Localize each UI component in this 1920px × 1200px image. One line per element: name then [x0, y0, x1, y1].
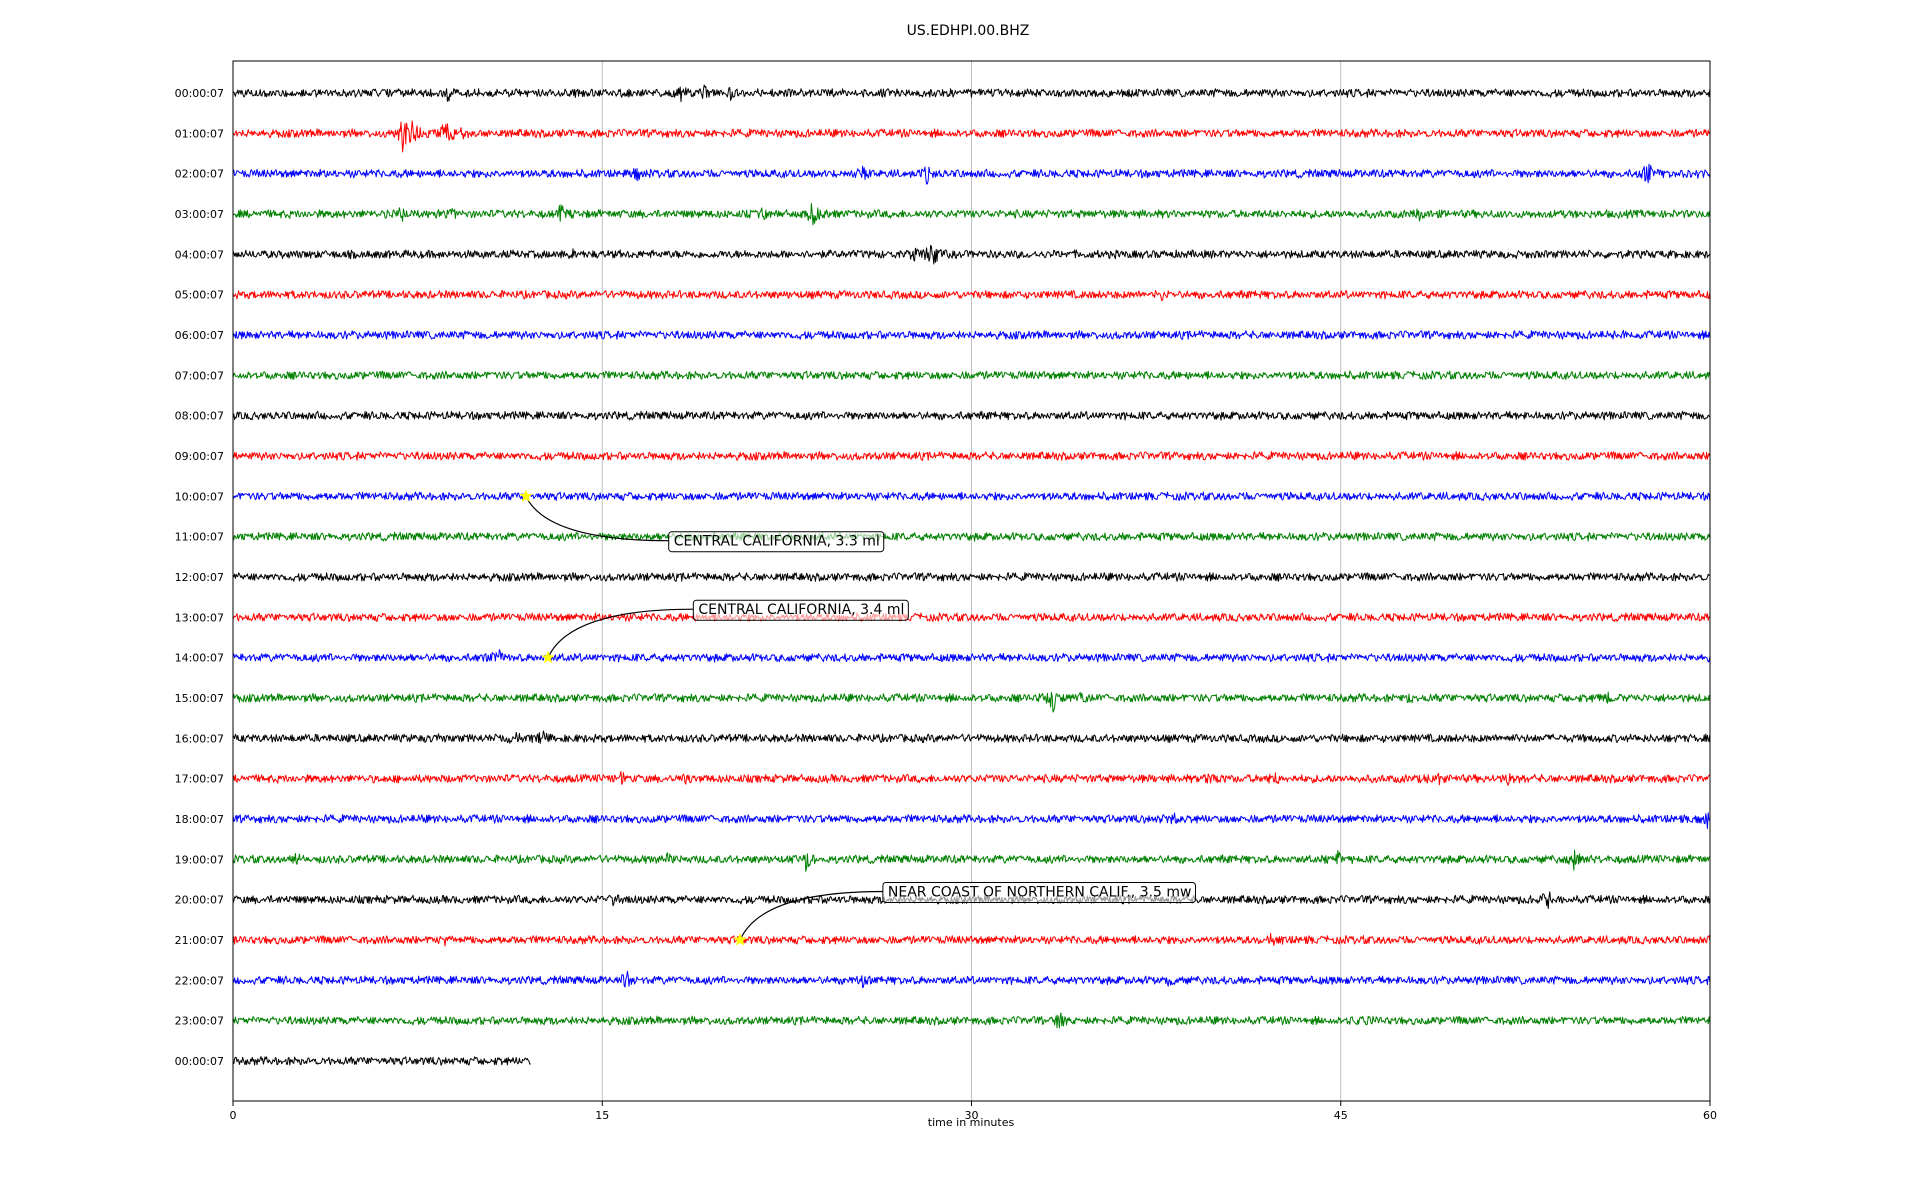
event-annotation: CENTRAL CALIFORNIA, 3.4 ml — [541, 599, 909, 664]
trace-row — [232, 812, 1711, 829]
row-label: 14:00:07 — [175, 652, 224, 665]
row-label: 02:00:07 — [175, 168, 224, 181]
x-tick-label: 30 — [965, 1109, 979, 1122]
event-star-marker — [733, 932, 747, 946]
event-label: CENTRAL CALIFORNIA, 3.4 ml — [698, 602, 904, 618]
event-label-box — [668, 531, 885, 553]
row-label: 18:00:07 — [175, 813, 224, 826]
row-label: 01:00:07 — [175, 127, 224, 140]
row-label: 04:00:07 — [175, 248, 224, 261]
trace-row — [232, 1056, 531, 1066]
event-connector — [547, 608, 694, 658]
event-label: NEAR COAST OF NORTHERN CALIF., 3.5 mw — [888, 885, 1192, 901]
event-annotation: NEAR COAST OF NORTHERN CALIF., 3.5 mw — [733, 882, 1196, 946]
trace-row — [232, 531, 1711, 542]
row-label: 17:00:07 — [175, 773, 224, 786]
trace-row — [232, 849, 1710, 872]
trace-row — [232, 451, 1711, 461]
row-label: 21:00:07 — [175, 934, 224, 947]
row-label: 23:00:07 — [175, 1015, 224, 1028]
x-tick-label: 15 — [595, 1109, 609, 1122]
trace-row — [232, 203, 1711, 226]
trace-row — [232, 730, 1711, 744]
event-annotations: CENTRAL CALIFORNIA, 3.3 ml CENTRAL CALIFO… — [519, 489, 1196, 946]
chart-title: US.EDHPI.00.BHZ — [907, 23, 1030, 39]
row-label: 00:00:07 — [175, 1055, 224, 1068]
row-label: 06:00:07 — [175, 329, 224, 342]
trace-row — [232, 649, 1711, 663]
event-connector — [739, 890, 883, 941]
trace-row — [232, 691, 1711, 713]
row-label: 03:00:07 — [175, 208, 224, 221]
trace-row — [232, 932, 1711, 947]
event-star-marker — [519, 489, 533, 502]
row-label: 07:00:07 — [175, 369, 224, 382]
trace-row — [232, 491, 1711, 501]
row-label: 10:00:07 — [175, 490, 224, 503]
row-label: 19:00:07 — [175, 853, 224, 866]
event-label-box — [882, 882, 1196, 903]
event-annotation: CENTRAL CALIFORNIA, 3.3 ml — [519, 489, 885, 553]
trace-row — [232, 612, 1711, 623]
x-axis-label: time in minutes — [928, 1116, 1015, 1129]
x-tick-label: 0 — [230, 1109, 237, 1122]
event-connector — [525, 496, 669, 542]
x-tick-label: 45 — [1334, 1109, 1348, 1122]
traces — [232, 84, 1711, 1066]
row-label: 16:00:07 — [175, 732, 224, 745]
event-label-box — [692, 599, 909, 621]
trace-row — [232, 163, 1711, 185]
trace-row — [232, 84, 1711, 103]
row-label: 20:00:07 — [175, 894, 224, 907]
row-label: 05:00:07 — [175, 289, 224, 302]
row-label: 09:00:07 — [175, 450, 224, 463]
row-label: 22:00:07 — [175, 974, 224, 987]
trace-row — [232, 970, 1711, 989]
grid-lines — [601, 61, 1342, 1101]
row-label: 08:00:07 — [175, 410, 224, 423]
trace-row — [232, 120, 1711, 153]
event-label: CENTRAL CALIFORNIA, 3.3 ml — [674, 534, 880, 550]
row-label: 00:00:07 — [175, 87, 224, 100]
row-label: 12:00:07 — [175, 571, 224, 584]
trace-row — [232, 329, 1711, 340]
trace-row — [232, 572, 1710, 582]
x-tick-label: 60 — [1703, 1109, 1717, 1122]
trace-row — [232, 289, 1711, 302]
row-label: 11:00:07 — [175, 531, 224, 544]
trace-row — [232, 1012, 1711, 1029]
trace-row — [232, 770, 1711, 786]
event-star-marker — [541, 650, 555, 664]
trace-row — [232, 370, 1711, 381]
trace-row — [232, 410, 1711, 421]
x-axis-ticks: 0 15 30 45 60 — [230, 1101, 1717, 1122]
row-labels: 00:00:07 01:00:07 02:00:07 03:00:07 04:00:07… — [175, 87, 224, 1068]
row-label: 15:00:07 — [175, 692, 224, 705]
row-label: 13:00:07 — [175, 611, 224, 624]
trace-row — [232, 245, 1711, 265]
